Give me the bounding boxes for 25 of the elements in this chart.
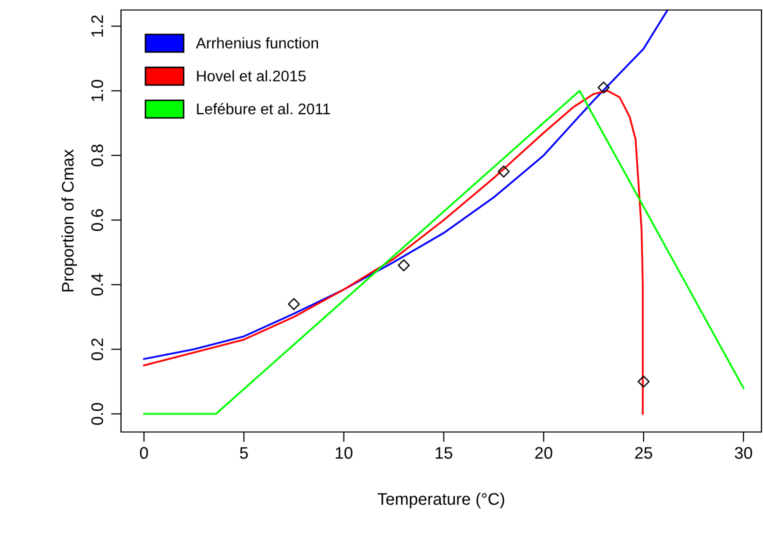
legend-label: Arrhenius function [196, 37, 318, 48]
point [498, 166, 510, 178]
y-tick-label: 0.6 [91, 209, 104, 231]
y-tick-label: 1.2 [91, 15, 103, 36]
y-tick-label: 1.0 [91, 80, 104, 102]
x-tick-label: 30 [734, 447, 752, 459]
y-tick-label: 0.0 [91, 402, 104, 425]
x-tick-label: 5 [240, 447, 248, 459]
legend-label: Hovel et al.2015 [197, 70, 306, 82]
x-axis-title: Temperature (°C) [378, 492, 504, 508]
legend-label: Lefébure et al. 2011 [197, 102, 330, 114]
x-tick-label: 0 [140, 447, 148, 459]
x-tick-label: 25 [635, 447, 652, 459]
y-tick-label: 0.4 [91, 274, 104, 296]
y-axis-title: Proportion of Cmax [61, 149, 77, 292]
x-tick-label: 10 [336, 447, 352, 459]
y-tick-label: 0.2 [91, 338, 104, 360]
x-tick-label: 15 [436, 447, 452, 459]
point [398, 259, 410, 272]
point [598, 82, 610, 94]
point [288, 298, 300, 310]
x-tick-label: 20 [535, 447, 552, 459]
y-tick-label: 0.8 [91, 144, 104, 166]
point [638, 376, 650, 388]
line-series [143, 10, 668, 360]
